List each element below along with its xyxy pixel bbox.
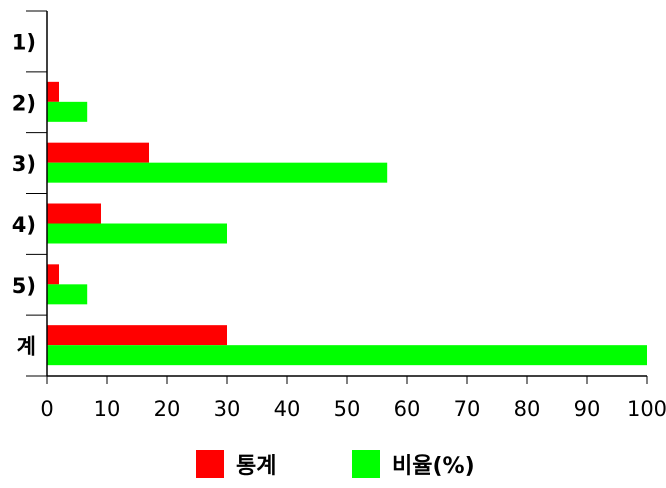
bar-series-2-cat-2 — [47, 101, 88, 122]
x-tick-label-1: 10 — [94, 397, 121, 421]
category-label-6: 계 — [17, 335, 36, 359]
bar-series-2-cat-3 — [47, 162, 388, 183]
legend-item-series-1: 통계 — [196, 448, 276, 480]
x-tick-label-2: 20 — [154, 397, 181, 421]
legend-swatch-series-2 — [352, 450, 380, 478]
category-label-2: 2) — [12, 91, 36, 115]
category-label-5: 5) — [12, 274, 36, 298]
legend-item-series-2: 비율(%) — [352, 448, 475, 480]
bar-series-1-cat-6 — [47, 325, 227, 346]
category-label-4: 4) — [12, 213, 36, 237]
x-tick-label-4: 40 — [274, 397, 301, 421]
chart-axes: 1) 2) 3) 4) 5) 계 0 10 20 30 40 50 60 70 80 90 100 — [12, 10, 666, 421]
x-tick-label-0: 0 — [40, 397, 53, 421]
bar-series-1-cat-4 — [47, 203, 101, 224]
bar-series-2-cat-6 — [47, 345, 647, 366]
x-tick-label-10: 100 — [627, 397, 666, 421]
x-tick-label-6: 60 — [394, 397, 421, 421]
x-tick-label-8: 80 — [514, 397, 541, 421]
x-tick-label-7: 70 — [454, 397, 481, 421]
bar-series-1-cat-3 — [47, 142, 149, 163]
chart-marks — [47, 81, 647, 366]
category-label-1: 1) — [12, 30, 36, 54]
legend: 통계 비율(%) — [0, 448, 666, 488]
bar-series-2-cat-5 — [47, 284, 88, 305]
bar-series-1-cat-2 — [47, 81, 59, 102]
bar-series-2-cat-4 — [47, 223, 227, 244]
x-tick-label-5: 50 — [334, 397, 361, 421]
category-label-3: 3) — [12, 152, 36, 176]
x-tick-label-9: 90 — [574, 397, 601, 421]
legend-label-series-2: 비율(%) — [392, 454, 475, 479]
legend-swatch-series-1 — [196, 450, 224, 478]
x-tick-label-3: 30 — [214, 397, 241, 421]
legend-label-series-1: 통계 — [236, 454, 277, 479]
bar-series-1-cat-5 — [47, 264, 59, 285]
